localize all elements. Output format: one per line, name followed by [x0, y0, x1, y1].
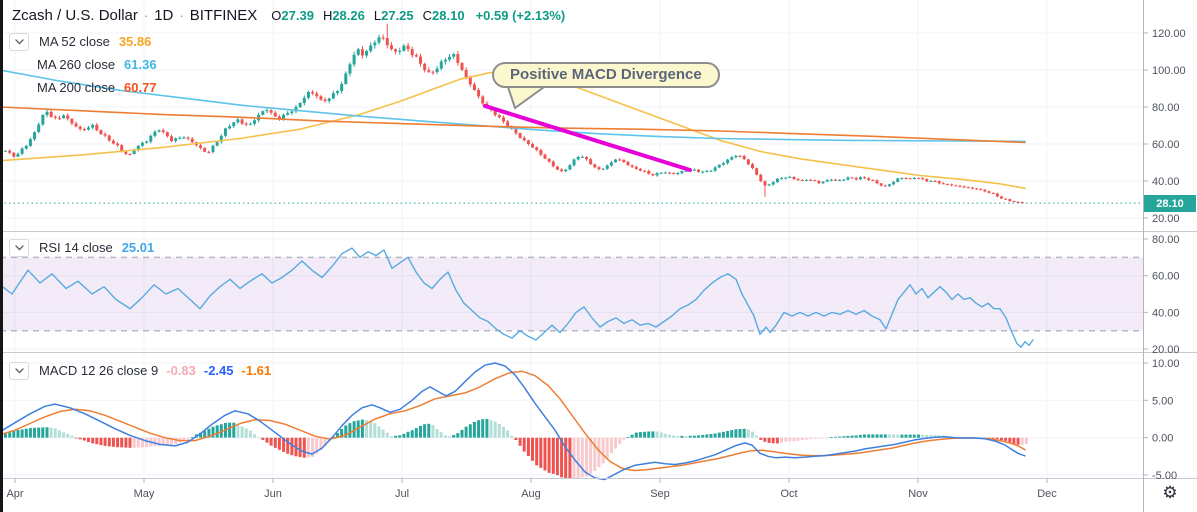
- svg-text:Oct: Oct: [780, 488, 797, 500]
- svg-text:Aug: Aug: [521, 488, 541, 500]
- macd-histogram: [4, 418, 1028, 479]
- svg-text:100.00: 100.00: [1152, 65, 1186, 77]
- svg-text:Sep: Sep: [650, 488, 670, 500]
- low-value: 27.25: [381, 8, 414, 23]
- symbol-name[interactable]: Zcash / U.S. Dollar: [12, 7, 138, 24]
- rsi-label: RSI 14 close: [39, 240, 113, 255]
- macd-signal-value: -1.61: [241, 363, 272, 378]
- ma200-legend-row[interactable]: MA 200 close 60.77: [9, 79, 157, 96]
- macd-indicator-legend: MACD 12 26 close 9 -0.83 -2.45 -1.61: [9, 361, 272, 385]
- open-value: 27.39: [281, 8, 314, 23]
- chevron-down-icon[interactable]: [9, 32, 29, 51]
- window-left-edge: [0, 0, 3, 512]
- chevron-down-icon[interactable]: [9, 238, 29, 257]
- ma52-label: MA 52 close: [39, 34, 110, 49]
- svg-text:Jun: Jun: [264, 488, 282, 500]
- svg-text:40.00: 40.00: [1152, 307, 1180, 319]
- macd-label: MACD 12 26 close 9: [39, 363, 159, 378]
- svg-text:Nov: Nov: [908, 488, 928, 500]
- close-key: C: [422, 8, 433, 23]
- open-key: O: [271, 8, 282, 23]
- rsi-line: [0, 247, 1034, 348]
- rsi-indicator-legend: RSI 14 close 25.01: [9, 238, 155, 262]
- candlesticks: [4, 23, 1024, 204]
- macd-lines: [0, 362, 1026, 481]
- svg-text:Dec: Dec: [1037, 488, 1057, 500]
- svg-text:Apr: Apr: [6, 488, 23, 500]
- svg-text:0.00: 0.00: [1152, 433, 1173, 445]
- low-key: L: [373, 8, 382, 23]
- svg-text:80.00: 80.00: [1152, 102, 1180, 114]
- svg-text:40.00: 40.00: [1152, 176, 1180, 188]
- annotation-tail: [506, 86, 548, 110]
- price-axis[interactable]: 120.00 100.00 80.00 60.00 40.00 20.00 80.00 60.…: [1143, 28, 1186, 482]
- svg-text:60.00: 60.00: [1152, 139, 1180, 151]
- rsi-legend-row[interactable]: RSI 14 close 25.01: [9, 238, 155, 257]
- svg-text:80.00: 80.00: [1152, 234, 1180, 246]
- ma260-legend-row[interactable]: MA 260 close 61.36: [9, 56, 157, 73]
- high-value: 28.26: [332, 8, 365, 23]
- macd-legend-row[interactable]: MACD 12 26 close 9 -0.83 -2.45 -1.61: [9, 361, 272, 380]
- change-readout: +0.59 (+2.13%): [475, 8, 566, 23]
- last-price-axis-tag: 28.10: [1144, 195, 1196, 212]
- rsi-value: 25.01: [121, 240, 155, 255]
- separator-dot: ·: [179, 8, 184, 23]
- close-value: 28.10: [432, 8, 465, 23]
- high-key: H: [322, 8, 333, 23]
- ohlc-readout: O27.39 H28.26 L27.25 C28.10: [271, 8, 473, 23]
- svg-text:-5.00: -5.00: [1152, 470, 1177, 482]
- exchange-label: BITFINEX: [189, 7, 258, 24]
- ma52-legend-row[interactable]: MA 52 close 35.86: [9, 32, 157, 51]
- ma260-value: 61.36: [124, 57, 157, 72]
- svg-text:120.00: 120.00: [1152, 28, 1186, 40]
- ma-indicator-legend: MA 52 close 35.86 MA 260 close 61.36 MA …: [9, 32, 157, 102]
- ma52-value: 35.86: [118, 34, 152, 49]
- settings-gear-icon[interactable]: ⚙: [1162, 483, 1178, 502]
- svg-text:10.00: 10.00: [1152, 358, 1180, 370]
- time-axis[interactable]: Apr May Jun Jul Aug Sep Oct Nov Dec: [6, 478, 1057, 500]
- ma200-label: MA 200 close: [37, 80, 116, 95]
- macd-hist-value: -0.83: [166, 363, 196, 378]
- ma260-label: MA 260 close: [37, 57, 116, 72]
- annotation-callout[interactable]: Positive MACD Divergence: [492, 62, 720, 88]
- macd-line-value: -2.45: [203, 363, 234, 378]
- svg-text:5.00: 5.00: [1152, 395, 1173, 407]
- svg-text:60.00: 60.00: [1152, 271, 1180, 283]
- svg-text:May: May: [134, 488, 155, 500]
- trend-line-drawing[interactable]: [483, 104, 692, 172]
- symbol-header: Zcash / U.S. Dollar · 1D · BITFINEX O27.…: [12, 7, 565, 24]
- chevron-down-icon[interactable]: [9, 361, 29, 380]
- svg-text:Jul: Jul: [395, 488, 409, 500]
- separator-dot: ·: [143, 8, 149, 23]
- svg-text:20.00: 20.00: [1152, 213, 1180, 225]
- ma200-value: 60.77: [124, 80, 157, 95]
- svg-text:20.00: 20.00: [1152, 344, 1180, 356]
- interval-label[interactable]: 1D: [154, 7, 174, 24]
